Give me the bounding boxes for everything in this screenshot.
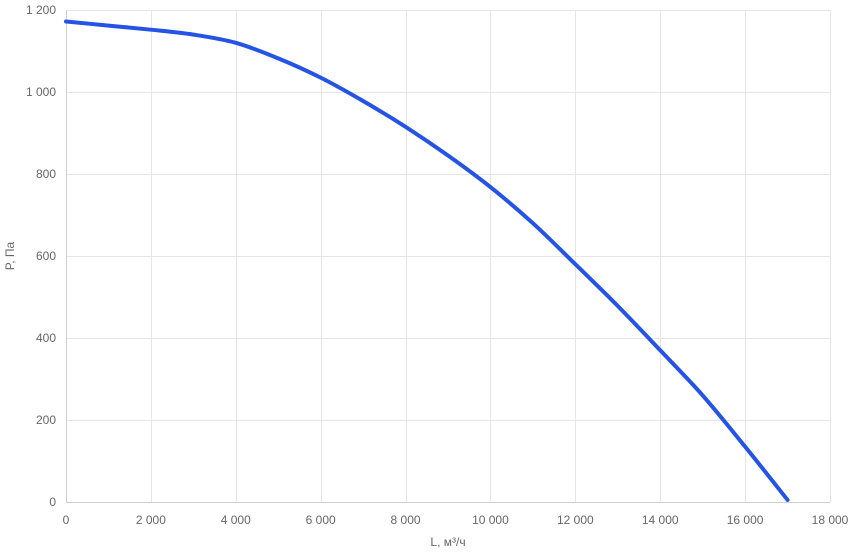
y-tick-label: 800	[36, 167, 56, 181]
x-tick-label: 10 000	[472, 513, 509, 527]
x-tick-label: 2 000	[136, 513, 166, 527]
y-tick-label: 400	[36, 331, 56, 345]
y-tick-label: 1 200	[26, 3, 56, 17]
x-tick-label: 12 000	[557, 513, 594, 527]
axes	[66, 10, 830, 503]
x-tick-label: 0	[63, 513, 70, 527]
y-tick-label: 1 000	[26, 85, 56, 99]
y-tick-label: 600	[36, 249, 56, 263]
series-layer	[64, 19, 790, 502]
x-tick-label: 8 000	[391, 513, 421, 527]
x-axis-title: L, м³/ч	[430, 535, 465, 549]
tick-labels: 0 2 000 4 000 6 000 8 000 10 000 12 000 14 000 1…	[26, 3, 849, 527]
x-tick-label: 6 000	[306, 513, 336, 527]
y-tick-label: 200	[36, 413, 56, 427]
y-tick-label: 0	[49, 495, 56, 509]
grid	[66, 10, 831, 502]
pressure-curve-line	[64, 19, 790, 502]
y-axis-title: P, Па	[3, 241, 17, 270]
x-tick-label: 18 000	[812, 513, 849, 527]
x-tick-label: 4 000	[221, 513, 251, 527]
x-tick-label: 16 000	[727, 513, 764, 527]
x-tick-label: 14 000	[642, 513, 679, 527]
